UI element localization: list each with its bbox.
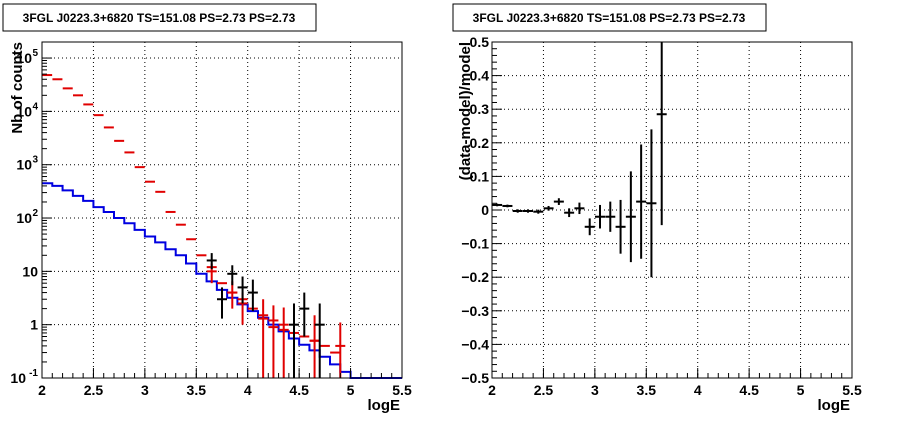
counts-grid (42, 42, 402, 378)
residual-point (605, 201, 616, 232)
counts-title-box (2, 3, 317, 32)
data-errorbar-point (227, 265, 238, 286)
residual-point (646, 129, 657, 278)
red-errorbar-point (268, 305, 279, 378)
residuals-x-tick-labels: 2 2.5 3 3.5 4 4.5 5 5.5 (488, 382, 862, 398)
counts-y-tick-label: 10 (16, 50, 32, 66)
counts-x-tick-label: 3 (141, 382, 149, 398)
counts-x-tick-label: 4 (244, 382, 252, 398)
data-errorbar-series (206, 253, 325, 378)
residuals-title: 3FGL J0223.3+6820 TS=151.08 PS=2.73 PS=2… (473, 11, 746, 25)
residuals-y-tick-label: 0.1 (470, 168, 490, 184)
counts-y-tick-exponent: 5 (32, 48, 38, 59)
residuals-y-tick-label: 0 (481, 202, 489, 218)
counts-y-tick-label: 10 (10, 370, 26, 386)
counts-y-tick-label: 10 (16, 157, 32, 173)
red-errorbar-point (258, 299, 269, 378)
residual-point (584, 218, 595, 236)
counts-y-tick-exponent: 4 (32, 101, 38, 112)
residuals-x-tick-label: 3 (591, 382, 599, 398)
residuals-title-box (452, 3, 767, 32)
residual-point (492, 203, 503, 207)
counts-x-tick-label: 2 (38, 382, 46, 398)
counts-y-tick-label: 1 (30, 317, 38, 333)
counts-y-tick-exponent: 3 (32, 155, 38, 166)
residual-point (523, 209, 533, 213)
counts-x-tick-label: 3.5 (187, 382, 207, 398)
residual-point (656, 42, 667, 226)
residuals-y-tick-label: −0.4 (461, 336, 489, 352)
red-errorbar-point (227, 281, 238, 309)
residuals-x-tick-label: 5.5 (842, 382, 862, 398)
counts-y-axis-label: Nb of counts (9, 42, 26, 134)
residual-point (512, 209, 523, 213)
counts-plot-border (41, 41, 403, 379)
residuals-y-tick-label: 0.3 (470, 101, 490, 117)
residuals-x-tick-label: 2 (488, 382, 496, 398)
data-errorbar-point (217, 287, 227, 319)
red-errorbar-point (309, 315, 320, 378)
counts-title: 3FGL J0223.3+6820 TS=151.08 PS=2.73 PS=2… (23, 11, 296, 25)
residuals-y-tick-label: −0.5 (461, 370, 489, 386)
residuals-x-axis-label: logE (818, 397, 851, 414)
data-errorbar-point (206, 253, 217, 270)
residuals-x-tick-label: 5 (797, 382, 805, 398)
residuals-y-tick-labels: −0.5 −0.4 −0.3 −0.2 −0.1 0 0.1 0.2 0.3 0.4 0.5 (461, 34, 489, 386)
red-errorbar-point (278, 307, 289, 378)
residuals-y-axis-label: (data-model)/model (457, 42, 474, 180)
counts-y-tick-exponent: -1 (29, 368, 38, 379)
residuals-x-tick-label: 3.5 (637, 382, 657, 398)
counts-y-tick-label: 10 (16, 210, 32, 226)
counts-plot-frame (42, 42, 402, 378)
residuals-y-tick-label: −0.3 (461, 303, 489, 319)
counts-x-tick-label: 5 (347, 382, 355, 398)
residual-point (543, 205, 554, 211)
data-errorbar-point (289, 303, 299, 378)
residual-point (625, 171, 636, 263)
red-errorbar-point (335, 322, 346, 378)
residuals-x-tick-label: 4.5 (739, 382, 759, 398)
counts-x-axis-label: logE (368, 397, 401, 414)
data-errorbar-point (299, 292, 310, 337)
residual-point (564, 208, 575, 218)
model-step-line (42, 182, 402, 379)
counts-x-tick-labels: 2 2.5 3 3.5 4 4.5 5 5.5 (38, 382, 412, 398)
residual-point (553, 198, 564, 205)
residual-point (595, 204, 605, 229)
residual-point (533, 209, 544, 214)
residuals-y-tick-label: −0.1 (461, 236, 489, 252)
counts-y-tick-exponent: 2 (32, 208, 38, 219)
data-errorbar-point (314, 303, 325, 378)
residuals-x-tick-label: 2.5 (534, 382, 554, 398)
counts-axis-ticks (41, 41, 403, 379)
residual-point (574, 202, 585, 215)
residuals-x-tick-label: 4 (694, 382, 702, 398)
residuals-y-tick-label: 0.4 (470, 68, 490, 84)
residuals-errorbar-series (492, 42, 667, 278)
counts-y-tick-label: 10 (16, 103, 32, 119)
data-errorbar-point (247, 279, 258, 312)
residuals-axis-ticks (491, 41, 853, 379)
counts-x-tick-label: 2.5 (84, 382, 104, 398)
counts-y-tick-label: 10 (22, 263, 38, 279)
counts-x-tick-label: 4.5 (289, 382, 309, 398)
model-marker-series (42, 74, 341, 354)
data-errorbar-point (237, 276, 248, 304)
residuals-y-tick-label: −0.2 (461, 269, 489, 285)
residual-point (615, 199, 626, 254)
residuals-panel: 2 2.5 3 3.5 4 4.5 5 5.5 −0.5 −0.4 −0.3 −0.2 −0.1 0 0.… (452, 3, 862, 414)
residuals-y-tick-label: 0.5 (470, 34, 490, 50)
residuals-y-tick-label: 0.2 (470, 135, 490, 151)
residual-point (502, 204, 513, 208)
residuals-grid (492, 42, 852, 378)
model-step-series (42, 182, 402, 379)
residual-point (636, 144, 647, 259)
counts-x-tick-label: 5.5 (392, 382, 412, 398)
